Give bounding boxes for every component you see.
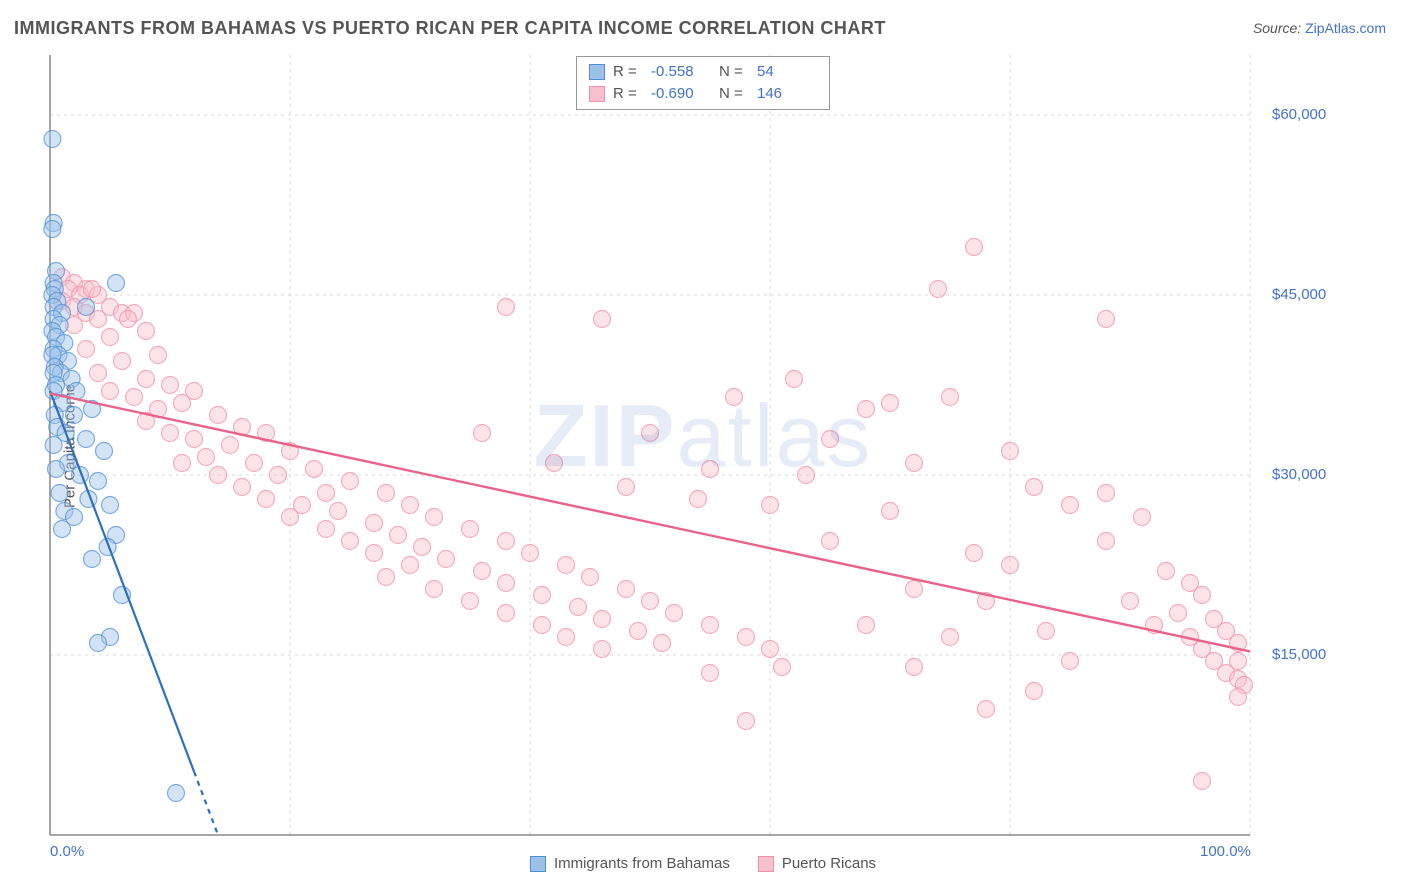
correlation-legend: R = -0.558 N = 54 R = -0.690 N = 146: [576, 56, 830, 110]
legend-row-series-0: R = -0.558 N = 54: [589, 61, 817, 83]
source-value: ZipAtlas.com: [1305, 20, 1386, 36]
legend-r-label: R =: [613, 61, 643, 83]
y-tick: $15,000: [1272, 646, 1326, 663]
legend-n-label: N =: [719, 83, 749, 105]
x-tick: 0.0%: [50, 843, 84, 860]
scatter-svg: [50, 55, 1250, 835]
y-tick: $30,000: [1272, 466, 1326, 483]
source-label: Source:: [1253, 20, 1305, 36]
legend-swatch-bahamas: [589, 64, 605, 80]
legend-row-series-1: R = -0.690 N = 146: [589, 83, 817, 105]
legend-label-bahamas: Immigrants from Bahamas: [554, 855, 730, 872]
legend-item-bahamas: Immigrants from Bahamas: [530, 855, 730, 872]
legend-swatch-puerto-rican-icon: [758, 856, 774, 872]
legend-n-value-1: 146: [757, 83, 817, 105]
series-legend: Immigrants from Bahamas Puerto Ricans: [530, 855, 876, 872]
legend-r-value-0: -0.558: [651, 61, 711, 83]
x-tick: 100.0%: [1200, 843, 1300, 860]
chart-container: IMMIGRANTS FROM BAHAMAS VS PUERTO RICAN …: [0, 0, 1406, 892]
y-tick: $60,000: [1272, 106, 1326, 123]
legend-item-puerto-rican: Puerto Ricans: [758, 855, 876, 872]
legend-r-value-1: -0.690: [651, 83, 711, 105]
legend-swatch-puerto-rican: [589, 86, 605, 102]
legend-n-label: N =: [719, 61, 749, 83]
y-tick: $45,000: [1272, 286, 1326, 303]
legend-swatch-bahamas-icon: [530, 856, 546, 872]
legend-label-puerto-rican: Puerto Ricans: [782, 855, 876, 872]
source-attribution: Source: ZipAtlas.com: [1253, 20, 1386, 36]
legend-r-label: R =: [613, 83, 643, 105]
plot-area: [50, 55, 1250, 835]
chart-title: IMMIGRANTS FROM BAHAMAS VS PUERTO RICAN …: [14, 18, 886, 39]
legend-n-value-0: 54: [757, 61, 817, 83]
